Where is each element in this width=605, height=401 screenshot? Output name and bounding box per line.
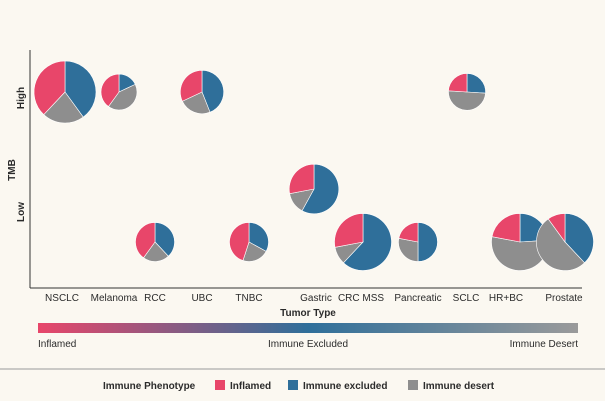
x-tick-tnbc: TNBC — [235, 293, 262, 304]
pie-slice-sclc-desert — [448, 90, 486, 111]
pie-slice-sclc-inflamed — [448, 73, 468, 93]
pie-sclc — [448, 73, 486, 111]
legend-label-inflamed: Inflamed — [230, 381, 271, 392]
pie-slice-tnbc-excluded — [248, 222, 269, 252]
pie-ubc — [180, 69, 225, 114]
pie-slice-pancreatic-inflamed — [398, 222, 419, 243]
pie-slice-pancreatic-desert — [398, 237, 419, 262]
y-axis-title: TMB — [7, 159, 18, 181]
pie-markers — [33, 60, 594, 271]
pie-slice-sclc-excluded — [466, 73, 486, 94]
x-tick-labels: NSCLC Melanoma RCC UBC TNBC Gastric CRC … — [45, 293, 583, 304]
pie-slice-gastric-excluded — [301, 163, 340, 215]
pie-slice-nsclc-desert — [43, 91, 84, 124]
pie-slice-gastric-inflamed — [288, 163, 315, 195]
pie-melanoma — [100, 73, 138, 111]
x-tick-melanoma: Melanoma — [91, 293, 138, 304]
gradient-label-excluded: Immune Excluded — [268, 339, 348, 350]
pie-slice-tnbc-inflamed — [229, 222, 250, 261]
legend-swatch-desert — [408, 380, 418, 390]
pie-crc-mss — [334, 213, 392, 271]
legend-label-desert: Immune desert — [423, 381, 495, 392]
pie-prostate — [536, 213, 594, 271]
pie-slice-prostate-excluded — [564, 213, 594, 264]
pie-slice-prostate-inflamed — [547, 213, 566, 243]
x-tick-nsclc: NSCLC — [45, 293, 79, 304]
x-tick-gastric: Gastric — [300, 293, 332, 304]
pie-slice-ubc-excluded — [201, 69, 225, 113]
pie-slice-crc-mss-excluded — [343, 213, 392, 271]
pie-slice-ubc-inflamed — [180, 69, 203, 102]
pie-slice-melanoma-inflamed — [100, 73, 120, 107]
pie-slice-rcc-inflamed — [135, 222, 156, 259]
pie-slice-pancreatic-excluded — [417, 222, 438, 262]
gradient-label-desert: Immune Desert — [510, 339, 579, 350]
legend-swatch-inflamed — [215, 380, 225, 390]
x-axis-title: Tumor Type — [280, 308, 336, 319]
pie-slice-nsclc-inflamed — [33, 60, 66, 116]
pie-nsclc — [33, 60, 97, 124]
pie-slice-melanoma-desert — [108, 83, 138, 111]
x-tick-pancreatic: Pancreatic — [394, 293, 441, 304]
x-tick-prostate: Prostate — [545, 293, 583, 304]
pie-slice-prostate-desert — [536, 218, 585, 271]
pie-slice-rcc-excluded — [154, 222, 175, 257]
pie-pancreatic — [398, 222, 438, 262]
pie-slice-nsclc-excluded — [64, 60, 97, 118]
pie-slice-crc-mss-inflamed — [334, 213, 364, 248]
y-tick-low: Low — [16, 202, 27, 222]
pie-slice-hr-bc-inflamed — [491, 213, 521, 243]
x-tick-rcc: RCC — [144, 293, 166, 304]
x-tick-ubc: UBC — [191, 293, 212, 304]
pie-tnbc — [229, 222, 269, 262]
x-tick-sclc: SCLC — [453, 293, 480, 304]
legend-swatch-excluded — [288, 380, 298, 390]
legend-label-excluded: Immune excluded — [303, 381, 387, 392]
x-tick-crc-mss: CRC MSS — [338, 293, 384, 304]
x-tick-hr-bc: HR+BC — [489, 293, 523, 304]
y-tick-high: High — [16, 87, 27, 109]
gradient-label-inflamed: Inflamed — [38, 339, 76, 350]
phenotype-gradient-bar — [38, 323, 578, 333]
pie-rcc — [135, 222, 175, 262]
pie-gastric — [288, 163, 340, 215]
pie-slice-ubc-desert — [181, 91, 211, 114]
legend: Immune Phenotype Inflamed Immune exclude… — [103, 380, 495, 392]
legend-title: Immune Phenotype — [103, 381, 196, 392]
